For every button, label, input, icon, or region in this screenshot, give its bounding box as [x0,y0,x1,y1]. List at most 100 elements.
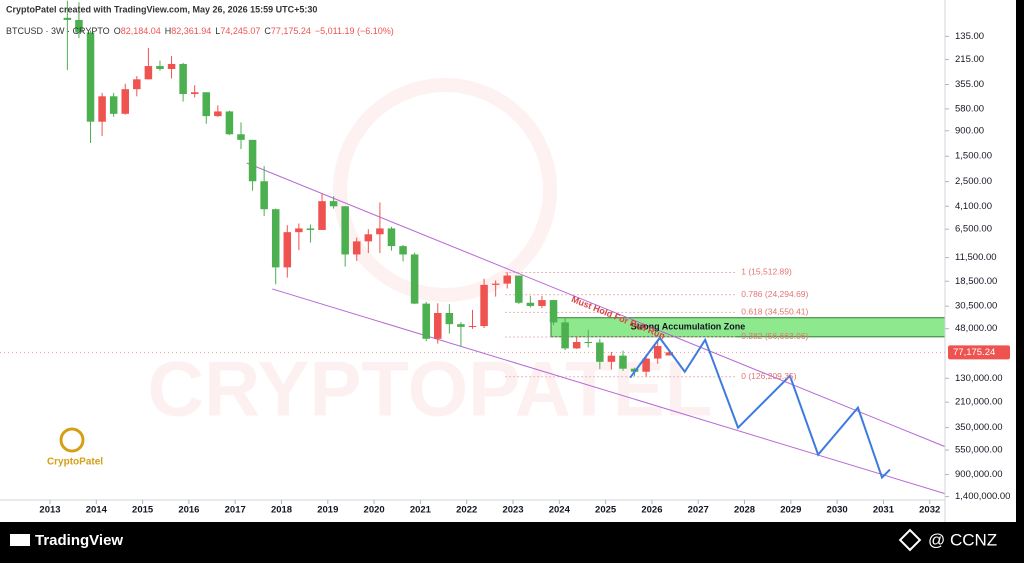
y-tick-label: 135.00 [955,31,984,42]
logo-text: CryptoPatel [47,457,103,468]
channel-line [272,288,945,495]
candle-body [260,181,268,210]
y-tick-label: 6,500.00 [955,224,992,235]
candle-body [190,92,199,95]
symbol: BTCUSD · 3W · CRYPTO [6,26,110,36]
candle-body [445,312,454,325]
ohlc-value: 74,245.07 [220,26,260,36]
candle-body [295,228,303,233]
candle-body [515,275,523,303]
ohlc-key: H [165,26,172,36]
tv-icon [10,534,30,546]
candle-body [399,246,407,255]
y-tick-label: 2,500.00 [955,176,992,187]
candle-body [352,241,361,255]
y-tick-label: 355.00 [955,79,984,90]
candle-body [202,92,211,117]
y-tick-label: 130,000.00 [955,373,1003,384]
x-tick-label: 2032 [919,505,940,516]
x-tick-label: 2020 [364,505,385,516]
candle-body [75,19,83,33]
x-tick-label: 2016 [178,505,199,516]
candle-body [422,303,430,339]
y-tick-label: 1,500.00 [955,151,992,162]
candle-body [225,111,234,135]
candle-body [98,96,106,122]
candle-body [642,358,650,372]
candle-body [468,326,477,328]
fib-label: 0.618 (34,550.41) [741,307,808,317]
candle-body [306,228,315,230]
candle-body [109,96,118,114]
candle-body [318,201,326,230]
candle-body [596,342,604,362]
candle-body [86,32,95,122]
last-price-badge [948,345,1010,360]
x-tick-label: 2019 [317,505,338,516]
x-tick-label: 2022 [456,505,477,516]
ohlc-value: 82,361.94 [171,26,211,36]
x-tick-label: 2017 [225,505,246,516]
y-tick-label: 580.00 [955,103,984,114]
y-tick-label: 550,000.00 [955,445,1003,456]
candle-body [179,63,187,95]
plot-area [0,0,945,495]
fib-label: 1 (15,512.89) [741,267,792,277]
x-tick-label: 2014 [86,505,108,516]
logo-icon [59,427,85,453]
ohlc-key: L [215,26,220,36]
fib-label: 0.382 (56,663.06) [741,331,808,341]
candle-body [283,232,292,268]
fib-label: 0 (126,209.35) [741,371,796,381]
accumulation-zone [550,317,945,338]
candle-body [63,17,72,20]
candle-body [133,79,141,90]
candle-body [387,228,396,247]
watermark: CRYPTOPATEL [148,345,713,433]
x-tick-label: 2027 [688,505,709,516]
x-tick-label: 2021 [410,505,432,516]
y-tick-label: 18,500.00 [955,276,997,287]
candle-body [503,275,511,284]
change: −5,011.19 (−6.10%) [315,26,394,36]
projection-path [629,336,891,480]
candle-body [144,66,153,80]
candle-body [167,63,176,69]
y-tick-label: 900,000.00 [955,469,1003,480]
x-tick-label: 2029 [780,505,801,516]
candle-body [214,111,222,117]
credit: CryptoPatel created with TradingView.com… [6,4,317,14]
candle-body [619,355,627,369]
x-tick-label: 2018 [271,505,292,516]
ccnz-icon [898,528,922,552]
candle-body [538,300,546,306]
x-tick-label: 2024 [549,505,571,516]
x-tick-label: 2013 [39,505,60,516]
x-tick-label: 2031 [873,505,895,516]
y-tick-label: 210,000.00 [955,397,1003,408]
y-tick-label: 11,500.00 [955,252,997,263]
candle-body [248,139,257,182]
symbol-legend: BTCUSD · 3W · CRYPTO O82,184.04 H82,361.94… [6,26,394,36]
candle-body [121,89,130,114]
candle-body [561,322,569,349]
candle-body [271,209,280,268]
ohlc-key: C [264,26,271,36]
candle-body [584,341,593,343]
ohlc-value: 77,175.24 [271,26,311,36]
x-tick-label: 2015 [132,505,154,516]
y-tick-label: 215.00 [955,54,984,65]
channel-line [246,162,945,448]
candle-body [341,206,349,255]
candle-body [410,254,419,304]
footer-handle: @ CCNZ [928,530,997,549]
y-tick-label: 1,400,000.00 [955,491,1010,502]
x-tick-label: 2026 [641,505,662,516]
candle-body [434,312,442,339]
candle-body [156,66,164,69]
zone-label: Strong Accumulation Zone [631,322,746,332]
candle-body [526,302,535,306]
ohlc-key: O [114,26,121,36]
